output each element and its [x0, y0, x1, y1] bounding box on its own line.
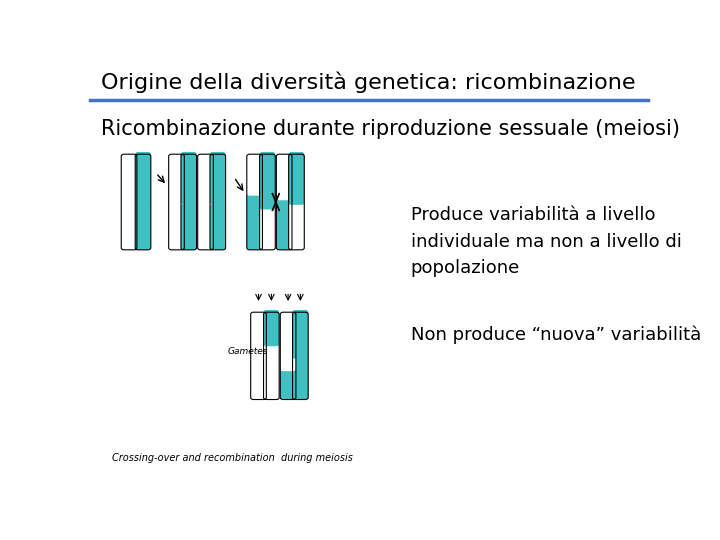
FancyBboxPatch shape: [121, 152, 137, 205]
FancyBboxPatch shape: [181, 198, 197, 250]
FancyBboxPatch shape: [210, 198, 225, 250]
FancyBboxPatch shape: [292, 352, 308, 400]
FancyBboxPatch shape: [181, 152, 197, 205]
FancyBboxPatch shape: [251, 310, 266, 359]
FancyBboxPatch shape: [121, 198, 137, 250]
FancyBboxPatch shape: [264, 339, 279, 400]
FancyBboxPatch shape: [280, 364, 296, 400]
Text: Produce variabilità a livello
individuale ma non a livello di
popolazione: Produce variabilità a livello individual…: [411, 206, 682, 277]
FancyBboxPatch shape: [198, 198, 213, 250]
FancyBboxPatch shape: [289, 152, 305, 205]
FancyBboxPatch shape: [276, 152, 292, 200]
FancyBboxPatch shape: [168, 198, 184, 250]
FancyBboxPatch shape: [198, 152, 213, 205]
FancyBboxPatch shape: [135, 152, 150, 205]
FancyBboxPatch shape: [135, 198, 150, 250]
Text: Non produce “nuova” variabilità: Non produce “nuova” variabilità: [411, 326, 701, 345]
FancyBboxPatch shape: [292, 310, 308, 359]
FancyBboxPatch shape: [280, 310, 296, 371]
FancyBboxPatch shape: [260, 202, 275, 250]
Text: Gametes: Gametes: [228, 347, 269, 356]
FancyBboxPatch shape: [247, 188, 262, 250]
FancyBboxPatch shape: [260, 152, 275, 210]
FancyBboxPatch shape: [210, 152, 225, 205]
Text: Crossing-over and recombination  during meiosis: Crossing-over and recombination during m…: [112, 453, 354, 463]
Text: Origine della diversità genetica: ricombinazione: Origine della diversità genetica: ricomb…: [101, 72, 636, 93]
FancyBboxPatch shape: [247, 152, 262, 195]
FancyBboxPatch shape: [289, 198, 305, 250]
Text: Ricombinazione durante riproduzione sessuale (meiosi): Ricombinazione durante riproduzione sess…: [101, 119, 680, 139]
FancyBboxPatch shape: [264, 310, 279, 346]
FancyBboxPatch shape: [251, 352, 266, 400]
FancyBboxPatch shape: [168, 152, 184, 205]
FancyBboxPatch shape: [276, 193, 292, 250]
